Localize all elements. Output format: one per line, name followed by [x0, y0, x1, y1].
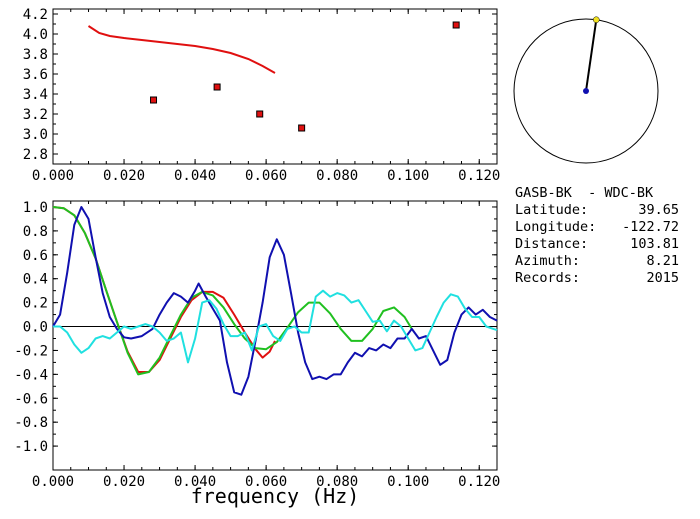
y-tick-label: 0.2 [23, 296, 48, 312]
x-tick-label: 0.080 [316, 168, 358, 184]
coherency-series [52, 206, 498, 396]
data-point [452, 21, 460, 29]
y-tick-label: 3.8 [23, 47, 48, 63]
y-tick-label: 1.0 [23, 200, 48, 216]
x-tick-label: 0.060 [245, 168, 287, 184]
y-tick-label: 3.0 [23, 127, 48, 143]
dispersion-points [150, 21, 460, 132]
info-value: 8.21 [646, 253, 679, 269]
y-tick-label: 3.2 [23, 107, 48, 123]
x-tick-label: 0.020 [103, 474, 145, 490]
info-row-records: Records: 2015 [515, 270, 697, 287]
x-tick-label: 0.040 [174, 168, 216, 184]
dispersion-plot-frame [52, 8, 498, 165]
info-value: 39.65 [638, 202, 679, 218]
y-tick-label: -0.2 [14, 343, 48, 359]
info-label: Latitude: [515, 202, 589, 218]
info-value: 2015 [646, 270, 679, 286]
info-value: -122.72 [622, 219, 679, 235]
cyan-series-line [53, 289, 498, 364]
info-row-latitude: Latitude: 39.65 [515, 202, 697, 219]
x-tick-label: 0.020 [103, 168, 145, 184]
y-tick-label: -1.0 [14, 439, 48, 455]
info-row-azimuth: Azimuth: 8.21 [515, 253, 697, 270]
azimuth-ring [513, 18, 659, 164]
y-tick-label: 2.8 [23, 147, 48, 163]
info-label: Azimuth: [515, 253, 581, 269]
coherency-plot-ticks: 0.000 0.020 0.040 0.060 0.080 0.100 0.120 1.0 0.… [14, 200, 500, 490]
x-tick-label: 0.100 [387, 474, 429, 490]
y-tick-label: -0.6 [14, 391, 48, 407]
green-series-line [52, 206, 413, 376]
x-tick-label: 0.080 [316, 474, 358, 490]
azimuth-circle [513, 16, 659, 164]
x-tick-label: 0.000 [32, 474, 74, 490]
x-tick-label: 0.000 [32, 168, 74, 184]
station-marker [583, 88, 589, 94]
data-point [150, 96, 158, 104]
info-label: Distance: [515, 236, 589, 252]
data-point [256, 110, 264, 118]
y-tick-label: 0.4 [23, 272, 48, 288]
y-tick-label: 0.0 [23, 320, 48, 336]
y-tick-label: -0.8 [14, 415, 48, 431]
x-axis-label: frequency (Hz) [191, 484, 360, 508]
y-tick-label: 3.6 [23, 67, 48, 83]
x-tick-label: 0.060 [245, 474, 287, 490]
x-tick-label: 0.100 [387, 168, 429, 184]
dispersion-model-curve [87, 25, 276, 74]
data-point [213, 83, 221, 91]
station-pair-title: GASB-BK - WDC-BK [515, 185, 654, 201]
y-tick-label: -0.4 [14, 367, 48, 383]
y-tick-label: 3.4 [23, 87, 48, 103]
y-tick-label: 0.6 [23, 248, 48, 264]
info-row-longitude: Longitude: -122.72 [515, 219, 697, 236]
x-tick-label: 0.040 [174, 474, 216, 490]
y-tick-label: 4.2 [23, 7, 48, 23]
info-label: Longitude: [515, 219, 597, 235]
model-curve [87, 25, 276, 74]
info-value: 103.81 [630, 236, 679, 252]
info-row-distance: Distance: 103.81 [515, 236, 697, 253]
x-tick-label: 0.120 [458, 474, 500, 490]
info-label: Records: [515, 270, 581, 286]
y-tick-label: 4.0 [23, 27, 48, 43]
x-tick-label: 0.120 [458, 168, 500, 184]
blue-series-line [52, 206, 498, 396]
azimuth-tip-marker [593, 16, 600, 23]
data-point [298, 124, 306, 132]
y-tick-label: 0.8 [23, 224, 48, 240]
dispersion-plot-ticks: 0.000 0.020 0.040 0.060 0.080 0.100 0.120 2.8 3.… [23, 7, 501, 184]
dispersion-plot: 0.000 0.020 0.040 0.060 0.080 0.100 0.120 2.8 3.… [23, 7, 501, 184]
station-info-panel: GASB-BK - WDC-BK Latitude: 39.65 Longitud… [515, 185, 697, 287]
azimuth-line [585, 19, 598, 92]
coherency-plot-frame [52, 200, 498, 471]
coherency-plot: 0.000 0.020 0.040 0.060 0.080 0.100 0.120 1.0 0.… [14, 200, 500, 508]
